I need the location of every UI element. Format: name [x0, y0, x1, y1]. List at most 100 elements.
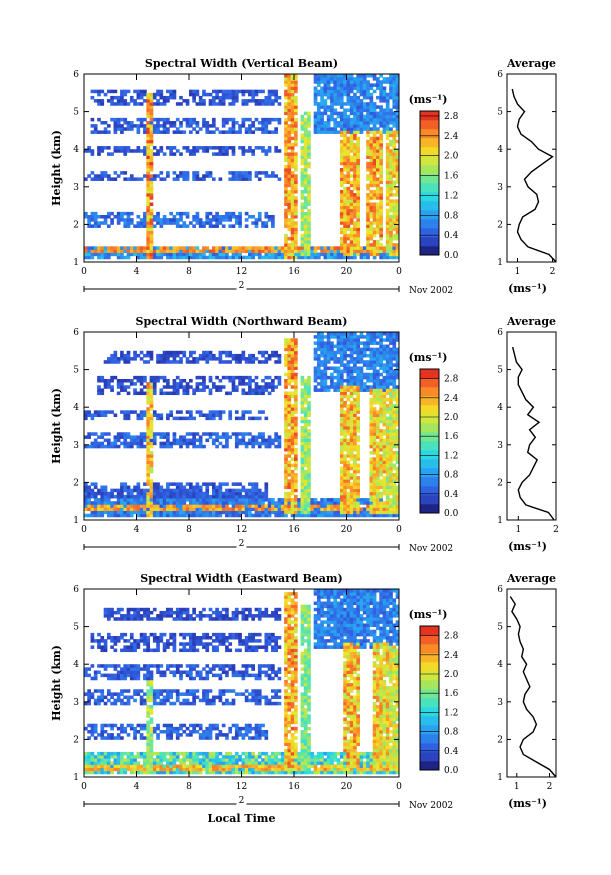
heatmap-cell	[307, 243, 311, 247]
heatmap-cell	[287, 347, 292, 352]
heatmap-cell	[356, 397, 361, 402]
heatmap-cell	[192, 121, 196, 125]
heatmap-cell	[129, 218, 134, 222]
heatmap-cell	[372, 369, 377, 374]
heatmap-cell	[307, 193, 311, 197]
heatmap-cell	[290, 121, 295, 125]
heatmap-cell	[280, 246, 285, 250]
heatmap-cell	[244, 99, 249, 103]
heatmap-cell	[343, 127, 347, 131]
heatmap-cell	[251, 438, 256, 443]
heatmap-cell	[195, 438, 200, 443]
heatmap-cell	[146, 498, 151, 502]
heatmap-cell	[385, 391, 390, 396]
heatmap-cell	[307, 454, 311, 458]
heatmap-cell	[146, 473, 151, 477]
heatmap-cell	[231, 124, 236, 128]
heatmap-cell	[372, 488, 377, 493]
heatmap-cell	[120, 353, 124, 358]
heatmap-cell	[356, 177, 361, 181]
heatmap-cell	[149, 426, 154, 430]
heatmap-cell	[126, 435, 131, 439]
heatmap-cell	[346, 83, 351, 87]
heatmap-cell	[244, 513, 249, 518]
heatmap-cell	[353, 111, 357, 116]
heatmap-cell	[126, 127, 131, 131]
heatmap-cell	[336, 95, 341, 100]
heatmap-cell	[300, 114, 305, 119]
heatmap-cell	[254, 382, 259, 386]
heatmap-cell	[120, 124, 124, 128]
heatmap-cell	[189, 124, 193, 128]
heatmap-cell	[195, 215, 200, 219]
heatmap-cell	[179, 410, 183, 414]
heatmap-cell	[389, 501, 393, 505]
heatmap-cell	[113, 353, 118, 358]
heatmap-cell	[320, 77, 324, 81]
heatmap-cell	[346, 127, 351, 131]
heatmap-cell	[87, 432, 91, 436]
heatmap-cell	[382, 444, 387, 449]
heatmap-cell	[333, 108, 338, 112]
heatmap-cell	[123, 441, 128, 446]
heatmap-cell	[136, 375, 141, 380]
heatmap-cell	[353, 155, 357, 159]
heatmap-cell	[234, 353, 239, 358]
heatmap-cell	[221, 360, 226, 364]
heatmap-cell	[133, 353, 137, 358]
heatmap-cell	[300, 215, 305, 219]
heatmap-cell	[389, 469, 393, 474]
heatmap-cell	[323, 388, 328, 392]
heatmap-cell	[149, 95, 154, 100]
heatmap-cell	[113, 413, 118, 417]
heatmap-cell	[307, 139, 311, 144]
heatmap-cell	[379, 407, 383, 411]
heatmap-cell	[277, 177, 282, 181]
heatmap-cell	[189, 410, 193, 414]
heatmap-cell	[356, 139, 361, 144]
heatmap-cell	[376, 180, 380, 185]
heatmap-cell	[123, 435, 128, 439]
heatmap-cell	[248, 388, 252, 392]
heatmap-cell	[218, 413, 223, 417]
heatmap-cell	[339, 347, 344, 352]
heatmap-cell	[313, 513, 318, 518]
heatmap-cell	[179, 494, 183, 499]
heatmap-cell	[261, 385, 265, 389]
heatmap-cell	[274, 435, 278, 439]
heatmap-cell	[93, 130, 98, 134]
heatmap-cell	[116, 391, 121, 396]
heatmap-cell	[231, 102, 236, 106]
heatmap-cell	[133, 177, 137, 181]
heatmap-cell	[339, 124, 344, 128]
heatmap-cell	[389, 466, 393, 471]
heatmap-cell	[307, 180, 311, 185]
heatmap-cell	[87, 410, 91, 414]
heatmap-cell	[103, 494, 108, 499]
heatmap-cell	[290, 404, 295, 408]
heatmap-cell	[326, 385, 331, 389]
heatmap-cell	[356, 360, 361, 364]
heatmap-cell	[346, 114, 351, 119]
heatmap-cell	[392, 158, 397, 163]
colorbar-segment	[420, 237, 439, 247]
heatmap-cell	[290, 117, 295, 122]
heatmap-cell	[264, 360, 269, 364]
heatmap-cell	[152, 488, 157, 493]
heatmap-cell	[372, 482, 377, 486]
heatmap-cell	[166, 255, 170, 260]
heatmap-cell	[234, 491, 239, 496]
heatmap-cell	[294, 111, 298, 116]
heatmap-cell	[349, 404, 354, 408]
heatmap-cell	[166, 95, 170, 100]
heatmap-cell	[280, 249, 285, 253]
heatmap-cell	[126, 385, 131, 389]
heatmap-cell	[182, 416, 187, 421]
heatmap-cell	[320, 385, 324, 389]
average-title: Average	[506, 57, 556, 70]
heatmap-cell	[294, 451, 298, 455]
heatmap-cell	[90, 413, 95, 417]
heatmap-cell	[369, 466, 374, 471]
heatmap-cell	[149, 221, 154, 225]
heatmap-cell	[175, 482, 180, 486]
